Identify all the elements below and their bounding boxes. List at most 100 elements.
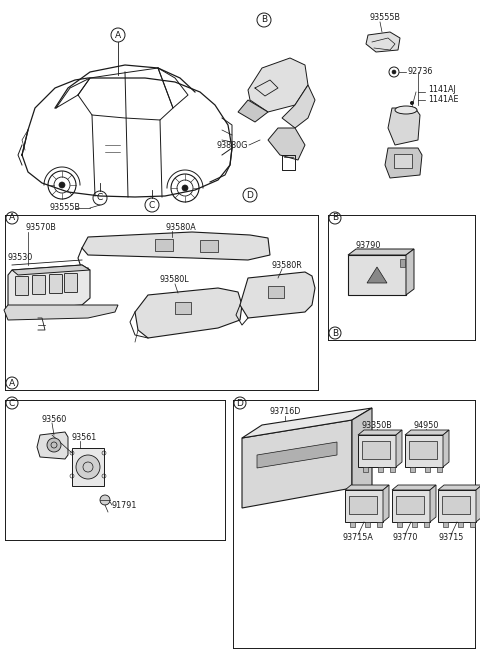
Polygon shape (358, 430, 402, 435)
Text: 93580A: 93580A (165, 223, 196, 233)
Circle shape (59, 182, 65, 188)
Bar (394, 154, 412, 168)
Text: D: D (247, 191, 253, 200)
Bar (409, 441, 437, 459)
Bar (378, 467, 383, 472)
Bar (345, 490, 383, 522)
Text: 93580R: 93580R (272, 261, 303, 269)
Text: 93560: 93560 (42, 415, 67, 424)
Bar (365, 522, 370, 527)
Polygon shape (257, 442, 337, 468)
Polygon shape (388, 108, 420, 145)
Polygon shape (238, 100, 268, 122)
Bar (377, 522, 382, 527)
Text: 93555B: 93555B (370, 14, 401, 22)
Bar (412, 522, 417, 527)
Bar (410, 467, 415, 472)
Polygon shape (242, 420, 352, 508)
Bar (349, 496, 377, 514)
FancyBboxPatch shape (33, 276, 46, 295)
Polygon shape (367, 267, 387, 283)
Bar (470, 522, 475, 527)
Text: 93716D: 93716D (269, 407, 300, 417)
Polygon shape (385, 148, 422, 178)
Circle shape (76, 455, 100, 479)
Polygon shape (8, 265, 90, 310)
Polygon shape (268, 128, 305, 160)
Text: 93555B: 93555B (49, 204, 81, 212)
Polygon shape (12, 265, 90, 275)
Circle shape (47, 438, 61, 452)
Bar (405, 435, 443, 467)
Polygon shape (352, 408, 372, 496)
Text: 1141AJ: 1141AJ (428, 86, 456, 94)
Bar (437, 467, 442, 472)
FancyBboxPatch shape (64, 274, 77, 293)
FancyBboxPatch shape (15, 276, 28, 295)
Text: 93770: 93770 (392, 534, 418, 542)
Text: 93715A: 93715A (343, 534, 373, 542)
Polygon shape (406, 249, 414, 295)
Circle shape (100, 495, 110, 505)
Text: C: C (9, 398, 15, 407)
Text: B: B (332, 329, 338, 337)
Text: 93570B: 93570B (25, 223, 56, 233)
Bar (425, 467, 430, 472)
Text: 93580L: 93580L (160, 276, 190, 284)
Polygon shape (430, 485, 436, 522)
Polygon shape (82, 232, 270, 260)
Polygon shape (135, 288, 242, 338)
Polygon shape (37, 432, 68, 459)
FancyBboxPatch shape (49, 274, 62, 293)
Polygon shape (396, 430, 402, 467)
Text: 94950: 94950 (413, 421, 439, 430)
Polygon shape (405, 430, 449, 435)
Polygon shape (366, 32, 400, 52)
Circle shape (410, 101, 414, 105)
Bar (442, 496, 470, 514)
Bar (397, 522, 402, 527)
Ellipse shape (395, 106, 417, 114)
Bar (362, 441, 390, 459)
Text: A: A (9, 214, 15, 223)
Bar (175, 302, 191, 314)
Text: C: C (149, 200, 155, 210)
Text: D: D (237, 398, 243, 407)
Bar (396, 496, 424, 514)
Bar (390, 467, 395, 472)
Text: A: A (115, 31, 121, 39)
Bar (363, 467, 368, 472)
Polygon shape (240, 272, 315, 318)
Text: 93350B: 93350B (361, 421, 392, 430)
Text: 93715: 93715 (438, 534, 464, 542)
Bar (358, 435, 396, 467)
Text: 93530: 93530 (8, 253, 33, 263)
Polygon shape (443, 430, 449, 467)
Text: 93880G: 93880G (216, 141, 248, 149)
Polygon shape (248, 58, 308, 112)
Bar (200, 240, 218, 252)
Text: C: C (97, 193, 103, 202)
Bar (268, 286, 284, 298)
Polygon shape (242, 408, 372, 438)
Polygon shape (348, 249, 414, 255)
Text: 92736: 92736 (408, 67, 433, 77)
Text: B: B (261, 16, 267, 24)
Polygon shape (476, 485, 480, 522)
Text: 1141AE: 1141AE (428, 96, 458, 105)
Bar (348, 255, 406, 295)
Polygon shape (4, 305, 118, 320)
Polygon shape (345, 485, 389, 490)
Bar (424, 522, 429, 527)
Circle shape (392, 70, 396, 74)
Polygon shape (282, 85, 315, 128)
Bar (72, 448, 104, 486)
Text: 91791: 91791 (112, 500, 137, 510)
Circle shape (182, 185, 188, 191)
Bar (438, 490, 476, 522)
Polygon shape (438, 485, 480, 490)
Bar (350, 522, 355, 527)
Bar (392, 490, 430, 522)
Text: 93790: 93790 (355, 240, 380, 250)
Text: A: A (9, 379, 15, 388)
